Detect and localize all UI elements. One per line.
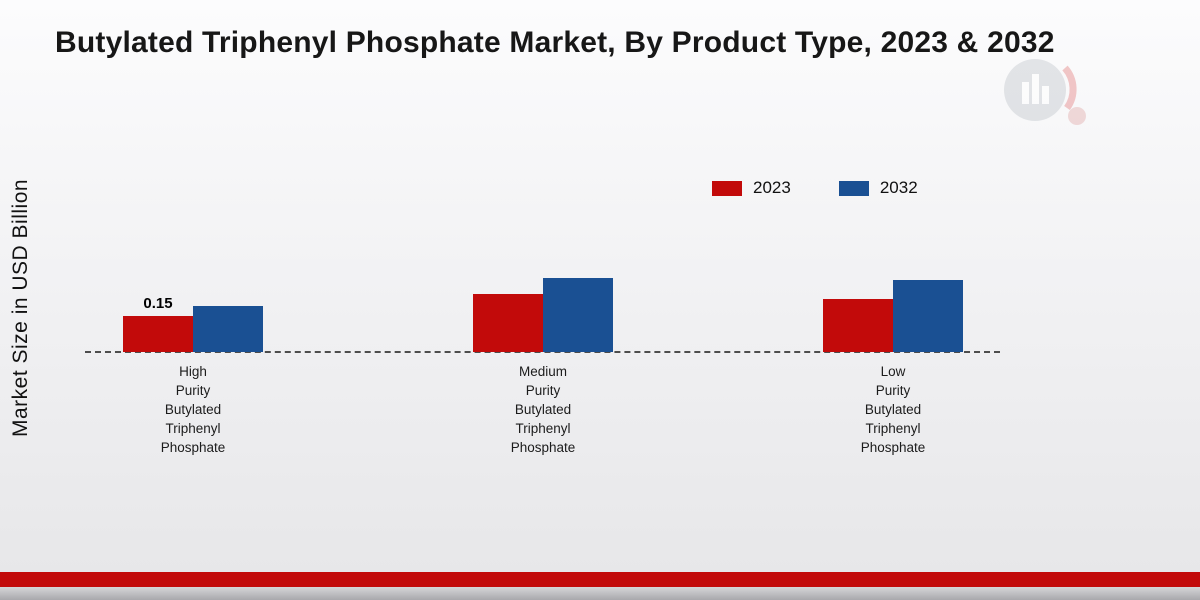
footer-gray-band bbox=[0, 587, 1200, 600]
legend-label-2032: 2032 bbox=[879, 178, 918, 197]
category-label-line: Butylated bbox=[514, 402, 572, 417]
watermark-logo bbox=[985, 50, 1105, 135]
x-axis-line bbox=[85, 351, 1000, 353]
legend-swatch-2023 bbox=[712, 180, 742, 196]
category-label-line: Phosphate bbox=[860, 440, 926, 455]
category-label-line: Triphenyl bbox=[165, 421, 221, 436]
category-label-line: Purity bbox=[525, 383, 561, 398]
bar-chart-logo-icon bbox=[1004, 59, 1086, 125]
legend-item-2023: 2023 bbox=[712, 178, 791, 198]
category-label-line: Triphenyl bbox=[515, 421, 571, 436]
category-label-line: Low bbox=[880, 364, 906, 379]
plot-area: High Purity Butylated Triphenyl Phosphate Med… bbox=[0, 100, 1200, 455]
category-label-line: Purity bbox=[875, 383, 911, 398]
category-label-line: Butylated bbox=[164, 402, 222, 417]
bar-2023-category-1 bbox=[123, 316, 193, 352]
category-label-line: Phosphate bbox=[510, 440, 576, 455]
legend: 2023 2032 bbox=[712, 178, 918, 198]
chart-title: Butylated Triphenyl Phosphate Market, By… bbox=[55, 26, 1055, 59]
category-label-3: Low Purity Butylated Triphenyl Phosphate bbox=[783, 362, 1003, 457]
category-label-2: Medium Purity Butylated Triphenyl Phosphate bbox=[433, 362, 653, 457]
bar-2032-category-2 bbox=[543, 278, 613, 352]
legend-item-2032: 2032 bbox=[838, 178, 918, 198]
bar-2032-category-1 bbox=[193, 306, 263, 352]
data-label-2023-category-1: 0.15 bbox=[143, 295, 173, 312]
category-label-line: Purity bbox=[175, 383, 211, 398]
category-label-line: Phosphate bbox=[160, 440, 226, 455]
bar-2023-category-3 bbox=[823, 299, 893, 352]
category-label-line: Medium bbox=[518, 364, 567, 379]
category-label-line: Butylated bbox=[864, 402, 922, 417]
legend-label-2023: 2023 bbox=[753, 178, 791, 197]
footer-red-band bbox=[0, 572, 1200, 587]
legend-swatch-2032 bbox=[838, 180, 869, 196]
category-label-line: High bbox=[179, 364, 207, 379]
category-label-1: High Purity Butylated Triphenyl Phosphate bbox=[83, 362, 303, 457]
category-label-line: Triphenyl bbox=[865, 421, 921, 436]
bar-2023-category-2 bbox=[473, 294, 543, 352]
bar-2032-category-3 bbox=[893, 280, 963, 352]
